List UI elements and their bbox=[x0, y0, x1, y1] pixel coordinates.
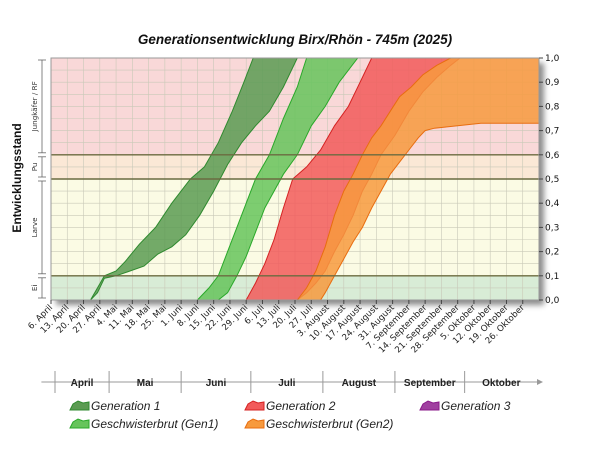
y-tick-label-8: 0,8 bbox=[545, 102, 560, 112]
stage-label-1: Larve bbox=[30, 217, 39, 238]
legend: Generation 1 Generation 2 Generation 3 Gesc… bbox=[69, 399, 511, 431]
legend-label-1: Generation 2 bbox=[266, 399, 336, 413]
legend-swatch-4 bbox=[244, 418, 265, 429]
series-area-3 bbox=[296, 57, 540, 301]
y-axis-label: Entwicklungsstand bbox=[10, 123, 24, 232]
stage-label-3: Jungkäfer / RF bbox=[30, 81, 39, 132]
month-label-4: August bbox=[342, 378, 377, 389]
month-label-3: Juli bbox=[278, 378, 295, 389]
chart-title: Generationsentwicklung Birx/Rhön - 745m … bbox=[138, 32, 453, 47]
legend-swatch-3 bbox=[69, 418, 90, 429]
legend-label-3: Geschwisterbrut (Gen1) bbox=[91, 417, 218, 431]
month-label-5: September bbox=[404, 378, 456, 389]
legend-swatch-0 bbox=[69, 400, 90, 411]
month-axis-arrow-icon bbox=[537, 379, 543, 385]
y-axis-right: 0,0 0,1 0,2 0,3 0,4 0,5 0,6 0,7 0,8 0,9 1,0 bbox=[539, 54, 560, 306]
legend-label-2: Generation 3 bbox=[441, 399, 511, 413]
month-label-0: April bbox=[71, 378, 94, 389]
legend-swatch-2 bbox=[419, 400, 440, 411]
legend-swatch-1 bbox=[244, 400, 265, 411]
y-tick-label-5: 0,5 bbox=[545, 175, 559, 185]
y-tick-label-9: 0,9 bbox=[545, 78, 560, 88]
y-tick-label-1: 0,1 bbox=[545, 272, 559, 282]
y-tick-label-6: 0,6 bbox=[545, 151, 560, 161]
legend-label-4: Geschwisterbrut (Gen2) bbox=[266, 417, 393, 431]
y-tick-label-3: 0,3 bbox=[545, 223, 559, 233]
stage-lines bbox=[51, 154, 539, 277]
y-tick-label-0: 0,0 bbox=[545, 296, 560, 306]
stage-label-2: Pu bbox=[30, 163, 39, 172]
stage-label-0: Ei bbox=[30, 285, 39, 292]
y-tick-label-7: 0,7 bbox=[545, 127, 559, 137]
legend-label-0: Generation 1 bbox=[91, 399, 160, 413]
y-tick-label-4: 0,4 bbox=[545, 199, 560, 209]
y-tick-label-2: 0,2 bbox=[545, 248, 559, 258]
stage-labels: Ei Larve Pu Jungkäfer / RF bbox=[30, 59, 46, 299]
month-axis: April Mai Juni Juli August September Oktober bbox=[41, 371, 543, 393]
y-tick-label-10: 1,0 bbox=[545, 54, 560, 64]
month-label-6: Oktober bbox=[482, 378, 520, 389]
month-label-2: Juni bbox=[206, 378, 227, 389]
month-label-1: Mai bbox=[137, 378, 154, 389]
